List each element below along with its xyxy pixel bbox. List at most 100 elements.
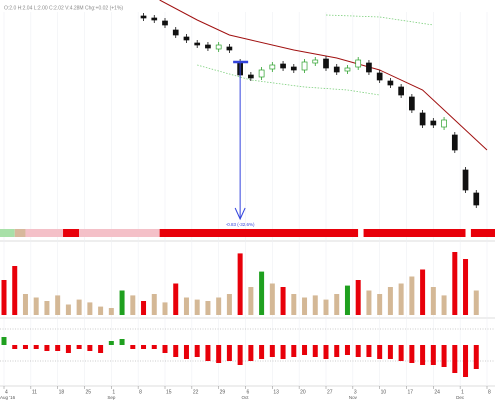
volume-bar xyxy=(463,259,469,315)
histogram-bar xyxy=(452,345,458,373)
candle-body xyxy=(344,67,351,72)
volume-bar xyxy=(323,299,329,315)
histogram-bar xyxy=(366,345,372,357)
signal-segment xyxy=(470,229,495,237)
volume-bar xyxy=(441,295,447,315)
histogram-bar xyxy=(55,345,61,351)
candle-body xyxy=(226,46,233,51)
volume-bar xyxy=(312,295,318,315)
signal-segment xyxy=(79,229,160,237)
x-tick-label: 18 xyxy=(59,389,65,395)
histogram-bar xyxy=(302,345,308,355)
volume-bar xyxy=(22,294,28,315)
volume-bar xyxy=(162,302,168,315)
x-tick-label: 8 xyxy=(488,389,491,395)
candle-body xyxy=(280,63,286,69)
candle-body xyxy=(409,96,415,111)
histogram-bar xyxy=(269,345,275,357)
volume-bar xyxy=(366,290,372,315)
x-tick-label: 11 xyxy=(32,389,37,395)
volume-bar xyxy=(108,308,114,315)
volume-bar xyxy=(1,280,7,315)
volume-bar xyxy=(355,280,361,315)
candle-body xyxy=(355,59,362,68)
candle-body xyxy=(387,80,394,86)
histogram-bar xyxy=(98,345,104,353)
candle-body xyxy=(205,44,211,49)
x-tick-label: 8 xyxy=(139,389,142,395)
candle-body xyxy=(269,64,276,70)
histogram-bar xyxy=(65,345,71,353)
histogram-bar xyxy=(398,345,404,361)
candle-body xyxy=(301,61,308,71)
x-tick-label: 3 xyxy=(354,389,357,395)
histogram-bar xyxy=(441,345,447,367)
x-tick-label: 27 xyxy=(327,389,333,395)
histogram-bar xyxy=(344,345,350,355)
signal-segment xyxy=(25,229,64,237)
volume-bar xyxy=(130,295,136,315)
volume-bar xyxy=(12,266,18,315)
measure-label: -0.83 (-32.6%) xyxy=(226,222,255,227)
histogram-bar xyxy=(226,345,232,361)
x-tick-label: 10 xyxy=(381,389,387,395)
volume-bar xyxy=(151,294,157,315)
x-tick-label: 6 xyxy=(247,389,250,395)
volume-bar xyxy=(173,283,179,315)
volume-bar xyxy=(226,294,232,315)
histogram-bar xyxy=(194,345,200,357)
histogram-bar xyxy=(216,345,222,363)
volume-bar xyxy=(237,253,243,315)
volume-bar xyxy=(387,287,393,315)
candle-body xyxy=(398,86,404,96)
volume-bar xyxy=(302,297,308,315)
histogram-bar xyxy=(76,345,82,349)
month-label: Nov xyxy=(349,395,358,400)
candle-body xyxy=(312,59,319,64)
volume-bar xyxy=(44,301,50,315)
volume-bar xyxy=(248,287,254,315)
candle-body xyxy=(194,42,201,46)
candle-body xyxy=(183,36,190,41)
signal-segment xyxy=(358,229,364,237)
x-tick-label: 24 xyxy=(434,389,440,395)
ohlc-header: O:2.0 H:2.04 L:2.00 C:2.02 V:4.28M Chg:+… xyxy=(4,5,123,11)
candle-body xyxy=(473,192,480,206)
signal-segment xyxy=(0,229,15,237)
month-label: Oct xyxy=(242,395,250,400)
signal-segment xyxy=(159,229,359,237)
volume-bar xyxy=(334,294,340,315)
histogram-bar xyxy=(420,345,426,365)
histogram-bar xyxy=(183,345,189,359)
histogram-bar xyxy=(473,345,479,369)
candle-body xyxy=(441,119,447,128)
histogram-bar xyxy=(1,337,7,345)
x-tick-label: 4 xyxy=(5,389,8,395)
histogram-bar xyxy=(33,345,39,349)
candle-body xyxy=(430,120,437,126)
volume-bar xyxy=(65,304,71,315)
histogram-bar xyxy=(44,345,50,351)
histogram-bar xyxy=(430,345,436,365)
histogram-bar xyxy=(87,345,93,351)
histogram-bar xyxy=(173,345,179,357)
volume-bar xyxy=(291,294,297,315)
histogram-bar xyxy=(280,345,286,359)
histogram-bar xyxy=(22,345,28,349)
candle-body xyxy=(323,58,329,69)
candle-body xyxy=(258,69,265,78)
signal-segment xyxy=(63,229,80,237)
volume-bar xyxy=(377,294,383,315)
histogram-bar xyxy=(12,345,18,349)
candle-body xyxy=(419,112,426,126)
volume-bar xyxy=(141,301,147,315)
volume-bar xyxy=(430,287,436,315)
candle-body xyxy=(462,169,469,191)
x-tick-label: 20 xyxy=(300,389,306,395)
candle-body xyxy=(151,17,158,21)
candle-body xyxy=(333,66,340,73)
x-tick-label: 25 xyxy=(86,389,92,395)
moving-average xyxy=(159,0,488,151)
volume-bar xyxy=(344,285,350,315)
